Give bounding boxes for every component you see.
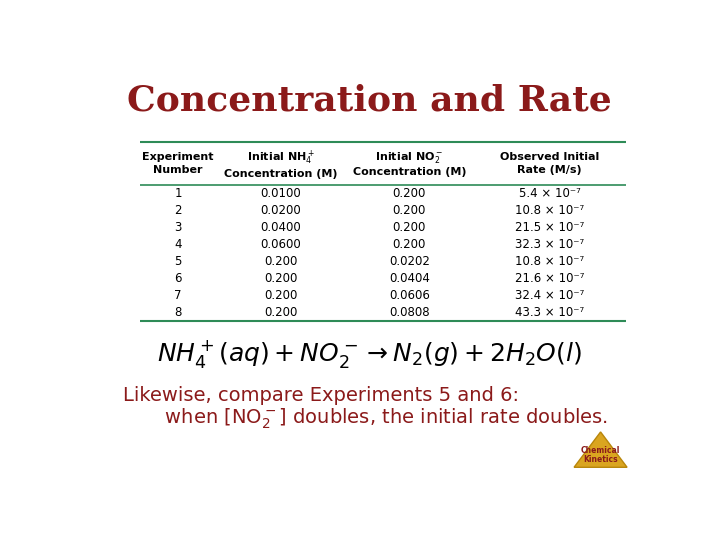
Text: 0.200: 0.200 <box>264 289 297 302</box>
Text: 4: 4 <box>174 238 182 251</box>
Text: 21.6 × 10⁻⁷: 21.6 × 10⁻⁷ <box>515 272 585 285</box>
Text: 0.0400: 0.0400 <box>260 221 301 234</box>
Text: 5.4 × 10⁻⁷: 5.4 × 10⁻⁷ <box>518 187 580 200</box>
Text: 0.200: 0.200 <box>392 187 426 200</box>
Text: 21.5 × 10⁻⁷: 21.5 × 10⁻⁷ <box>515 221 585 234</box>
Text: Concentration and Rate: Concentration and Rate <box>127 84 611 118</box>
Text: 32.4 × 10⁻⁷: 32.4 × 10⁻⁷ <box>515 289 585 302</box>
Text: 0.200: 0.200 <box>392 238 426 251</box>
Polygon shape <box>574 432 627 467</box>
Text: 0.0600: 0.0600 <box>260 238 301 251</box>
Text: 32.3 × 10⁻⁷: 32.3 × 10⁻⁷ <box>515 238 584 251</box>
Text: Initial NO$_2^-$
Concentration (M): Initial NO$_2^-$ Concentration (M) <box>353 150 466 177</box>
Text: 0.0100: 0.0100 <box>260 187 301 200</box>
Text: 0.200: 0.200 <box>264 306 297 319</box>
Text: 8: 8 <box>174 306 182 319</box>
Text: 0.200: 0.200 <box>392 221 426 234</box>
Text: 0.0200: 0.0200 <box>260 204 301 217</box>
Text: Initial NH$_4^+$
Concentration (M): Initial NH$_4^+$ Concentration (M) <box>224 148 338 179</box>
Text: 0.0404: 0.0404 <box>389 272 430 285</box>
Text: 0.200: 0.200 <box>392 204 426 217</box>
Text: 2: 2 <box>174 204 182 217</box>
Text: $NH_4^+(aq) + NO_2^- \rightarrow N_2(g) + 2H_2O(l)$: $NH_4^+(aq) + NO_2^- \rightarrow N_2(g) … <box>156 338 582 370</box>
Text: 0.0606: 0.0606 <box>389 289 430 302</box>
Text: 1: 1 <box>174 187 182 200</box>
Text: Likewise, compare Experiments 5 and 6:: Likewise, compare Experiments 5 and 6: <box>124 386 520 405</box>
Text: 43.3 × 10⁻⁷: 43.3 × 10⁻⁷ <box>515 306 584 319</box>
Text: 0.200: 0.200 <box>264 255 297 268</box>
Text: Chemical: Chemical <box>581 446 620 455</box>
Text: 6: 6 <box>174 272 182 285</box>
Text: 7: 7 <box>174 289 182 302</box>
Text: Experiment
Number: Experiment Number <box>143 152 214 175</box>
Text: 0.0202: 0.0202 <box>389 255 430 268</box>
Text: Observed Initial
Rate (M/s): Observed Initial Rate (M/s) <box>500 152 599 175</box>
Text: 10.8 × 10⁻⁷: 10.8 × 10⁻⁷ <box>515 255 584 268</box>
Text: 10.8 × 10⁻⁷: 10.8 × 10⁻⁷ <box>515 204 584 217</box>
Text: 3: 3 <box>174 221 182 234</box>
Text: 0.0808: 0.0808 <box>389 306 430 319</box>
Text: when [NO$_2^-$] doubles, the initial rate doubles.: when [NO$_2^-$] doubles, the initial rat… <box>140 407 608 431</box>
Text: 5: 5 <box>174 255 182 268</box>
Text: 0.200: 0.200 <box>264 272 297 285</box>
Text: Kinetics: Kinetics <box>583 455 618 464</box>
